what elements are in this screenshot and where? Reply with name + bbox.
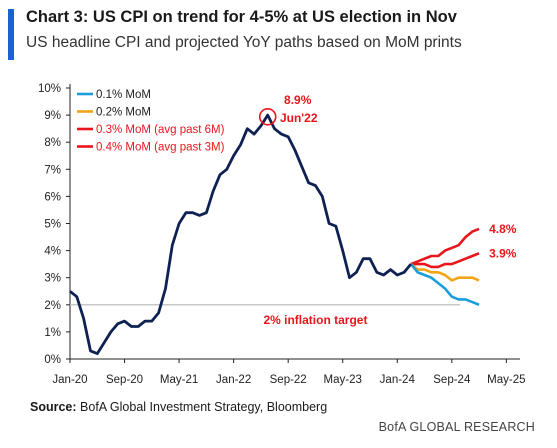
chart-subtitle: US headline CPI and projected YoY paths … <box>26 34 462 51</box>
x-tick-label: Sep-20 <box>106 374 143 386</box>
y-tick-label: 8% <box>44 137 61 149</box>
x-tick-label: May-21 <box>160 374 198 386</box>
end-value-label: 4.8% <box>489 222 517 236</box>
y-tick-label: 1% <box>44 327 61 339</box>
y-tick-label: 9% <box>44 110 61 122</box>
peak-date-label: Jun'22 <box>280 111 318 125</box>
projection-line-4 <box>410 227 480 266</box>
legend-label: 0.3% MoM (avg past 6M) <box>96 124 225 136</box>
x-tick-label: May-23 <box>324 374 362 386</box>
actual-cpi-line <box>69 113 412 355</box>
brand-footer: BofA GLOBAL RESEARCH <box>378 420 535 434</box>
target-line-label: 2% inflation target <box>263 313 367 327</box>
y-tick-label: 2% <box>44 300 61 312</box>
legend-label: 0.1% MoM <box>96 89 151 101</box>
end-value-label: 3.9% <box>489 246 517 260</box>
y-tick-label: 3% <box>44 273 61 285</box>
chart-title: Chart 3: US CPI on trend for 4-5% at US … <box>26 8 457 26</box>
x-tick-label: May-25 <box>487 374 525 386</box>
y-tick-label: 4% <box>44 246 61 258</box>
peak-marker-circle <box>258 108 277 126</box>
legend-label: 0.2% MoM <box>96 107 151 119</box>
x-tick-label: Jan-22 <box>216 374 251 386</box>
x-tick-label: Sep-22 <box>270 374 307 386</box>
y-tick-label: 6% <box>44 191 61 203</box>
projection-line-2 <box>410 263 480 282</box>
source-text: BofA Global Investment Strategy, Bloombe… <box>80 400 328 414</box>
legend-label: 0.4% MoM (avg past 3M) <box>96 142 225 154</box>
x-tick-label: Jan-20 <box>52 374 87 386</box>
peak-value-label: 8.9% <box>284 93 312 107</box>
title-accent-bar <box>8 9 14 60</box>
source-label: Source: <box>30 400 77 414</box>
x-tick-label: Jan-24 <box>380 374 416 386</box>
y-tick-label: 10% <box>38 83 61 95</box>
y-tick-label: 0% <box>44 354 61 366</box>
projection-line-3 <box>410 252 480 269</box>
x-tick-label: Sep-24 <box>433 374 471 386</box>
y-tick-label: 7% <box>44 164 61 176</box>
projection-line-1 <box>409 263 480 307</box>
source-note: Source: BofA Global Investment Strategy,… <box>30 400 327 414</box>
y-tick-label: 5% <box>44 219 61 231</box>
